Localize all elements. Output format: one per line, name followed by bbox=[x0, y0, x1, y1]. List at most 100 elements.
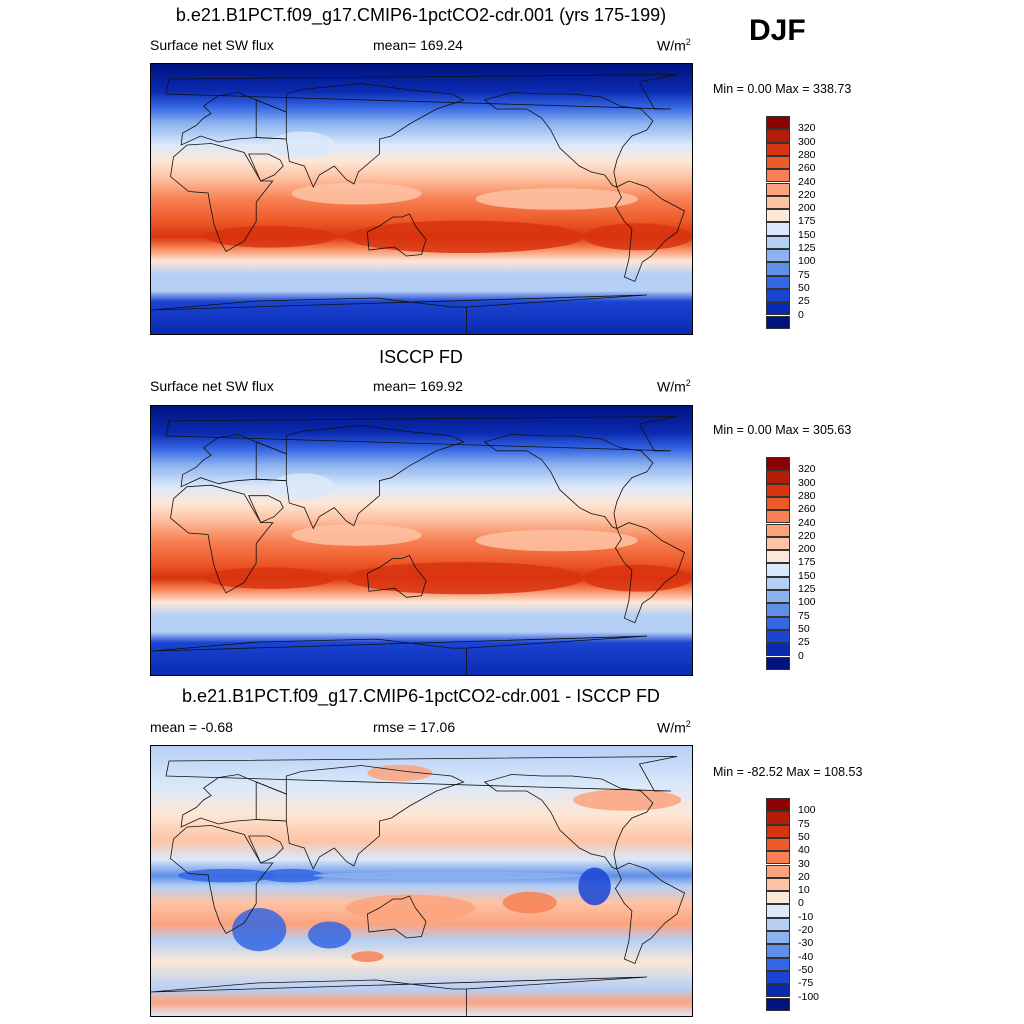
panel3-rmse-label: rmse = 17.06 bbox=[373, 719, 456, 735]
colorbar-tick-label: 200 bbox=[798, 202, 816, 215]
panel3-title: b.e21.B1PCT.f09_g17.CMIP6-1pctCO2-cdr.00… bbox=[182, 686, 660, 706]
colorbar-swatch bbox=[766, 811, 790, 825]
colorbar-swatch bbox=[766, 235, 790, 249]
colorbar-swatch bbox=[766, 798, 790, 812]
field-contour-blob bbox=[367, 764, 433, 782]
colorbar-swatch bbox=[766, 129, 790, 143]
colorbar-swatch bbox=[766, 984, 790, 998]
coastline-arabia bbox=[248, 153, 284, 182]
colorbar-swatch bbox=[766, 931, 790, 945]
colorbar-swatch bbox=[766, 195, 790, 210]
colorbar-swatch bbox=[766, 904, 790, 918]
colorbar-swatch bbox=[766, 550, 790, 564]
colorbar-swatch bbox=[766, 155, 790, 170]
colorbar-tick-label: 320 bbox=[798, 463, 816, 476]
colorbar-tick-label: 100 bbox=[798, 255, 816, 268]
colorbar-tick-label: 75 bbox=[798, 609, 810, 622]
field-contour-blob bbox=[583, 223, 692, 251]
colorbar-swatch bbox=[766, 182, 790, 196]
field-contour-blob bbox=[232, 908, 287, 952]
coastline-arabia bbox=[248, 835, 284, 864]
coastline-southamerica bbox=[614, 522, 685, 624]
colorbar-tick-label: 75 bbox=[798, 817, 810, 830]
colorbar-swatch bbox=[766, 616, 790, 630]
colorbar-swatch bbox=[766, 629, 790, 644]
colorbar-tick-label: 50 bbox=[798, 622, 810, 635]
colorbar-tick-label: 30 bbox=[798, 857, 810, 870]
coastline-arabia bbox=[248, 495, 284, 524]
colorbar-tick-label: -20 bbox=[798, 924, 814, 936]
colorbar-swatch bbox=[766, 275, 790, 289]
coastline-southamerica bbox=[614, 862, 685, 965]
coastline-asia bbox=[255, 424, 465, 530]
colorbar-tick-label: 10 bbox=[798, 884, 810, 897]
field-contour-blob bbox=[205, 567, 335, 589]
coastline-southamerica bbox=[614, 180, 685, 283]
colorbar-tick-label: -40 bbox=[798, 950, 814, 963]
field-contour-blob bbox=[270, 473, 335, 501]
colorbar-tick-label: 150 bbox=[798, 228, 816, 241]
coastline-antarctica bbox=[151, 976, 647, 1016]
panel3-map bbox=[150, 745, 693, 1017]
coastline-greenland bbox=[165, 756, 678, 792]
colorbar-swatch bbox=[766, 944, 790, 958]
colorbar-swatch bbox=[766, 116, 790, 130]
colorbar-tick-label: 175 bbox=[798, 556, 816, 569]
colorbar-swatch bbox=[766, 917, 790, 931]
field-contour-blob bbox=[307, 921, 352, 949]
colorbar-tick-label: 320 bbox=[798, 122, 816, 135]
panel2-map bbox=[150, 405, 693, 676]
colorbar-tick-label: 0 bbox=[798, 308, 804, 321]
colorbar-tick-label: 260 bbox=[798, 503, 816, 516]
colorbar-tick-label: 125 bbox=[798, 583, 816, 595]
panel1-units-base: W/m bbox=[657, 37, 686, 54]
colorbar-swatch bbox=[766, 864, 790, 878]
panel1-units-exponent: 2 bbox=[685, 37, 691, 47]
colorbar-swatch bbox=[766, 824, 790, 838]
field-contour-blob bbox=[345, 562, 584, 595]
coastline-africa bbox=[170, 825, 274, 935]
colorbar-tick-label: 0 bbox=[798, 649, 804, 662]
colorbar-swatch bbox=[766, 262, 790, 276]
colorbar-tick-label: 40 bbox=[798, 844, 810, 857]
colorbar-swatch bbox=[766, 970, 790, 985]
field-contour-blob bbox=[291, 524, 422, 546]
colorbar-swatch bbox=[766, 891, 790, 905]
colorbar-tick-label: 25 bbox=[798, 636, 810, 649]
colorbar-swatch bbox=[766, 302, 790, 316]
map-canvas bbox=[151, 64, 692, 334]
coastline-asia bbox=[255, 83, 465, 188]
colorbar-tick-label: 100 bbox=[798, 804, 816, 817]
colorbar-tick-label: 75 bbox=[798, 268, 810, 281]
colorbar-tick-label: 175 bbox=[798, 215, 816, 228]
colorbar-swatch bbox=[766, 288, 790, 303]
colorbar-swatch bbox=[766, 209, 790, 223]
colorbar-swatch bbox=[766, 851, 790, 865]
panel2-variable-label: Surface net SW flux bbox=[150, 378, 274, 394]
field-contour-blob bbox=[345, 894, 476, 922]
colorbar-swatch bbox=[766, 483, 790, 497]
colorbar-tick-label: 150 bbox=[798, 569, 816, 582]
colorbar-tick-label: -30 bbox=[798, 937, 814, 950]
panel2-units-base: W/m bbox=[657, 378, 686, 395]
colorbar-tick-label: 125 bbox=[798, 242, 816, 254]
panel1-colorbar: 320 300 280 260 240 220 200 175 150 125 100 75 50 25 0 bbox=[766, 116, 846, 329]
field-contour-blob bbox=[475, 188, 638, 210]
panel1-title: b.e21.B1PCT.f09_g17.CMIP6-1pctCO2-cdr.00… bbox=[175, 5, 667, 25]
colorbar-swatch bbox=[766, 169, 790, 183]
coastline-greenland bbox=[165, 416, 678, 452]
coastline-northamerica bbox=[483, 92, 654, 188]
colorbar-tick-label: 200 bbox=[798, 543, 816, 556]
colorbar-tick-label: 100 bbox=[798, 596, 816, 609]
panel2-mean-label: mean= 169.92 bbox=[373, 378, 463, 394]
field-contour-blob bbox=[313, 871, 584, 880]
field-contour-blob bbox=[178, 868, 276, 883]
coastline-africa bbox=[170, 143, 274, 253]
coastline-australia bbox=[366, 213, 427, 257]
colorbar-swatch bbox=[766, 510, 790, 524]
colorbar-swatch bbox=[766, 837, 790, 852]
colorbar-tick-label: -10 bbox=[798, 910, 814, 923]
panel2-colorbar: 320 300 280 260 240 220 200 175 150 125 100 75 50 25 0 bbox=[766, 457, 846, 670]
field-contour-blob bbox=[205, 226, 335, 248]
panel3-minmax: Min = -82.52 Max = 108.53 bbox=[713, 765, 863, 779]
